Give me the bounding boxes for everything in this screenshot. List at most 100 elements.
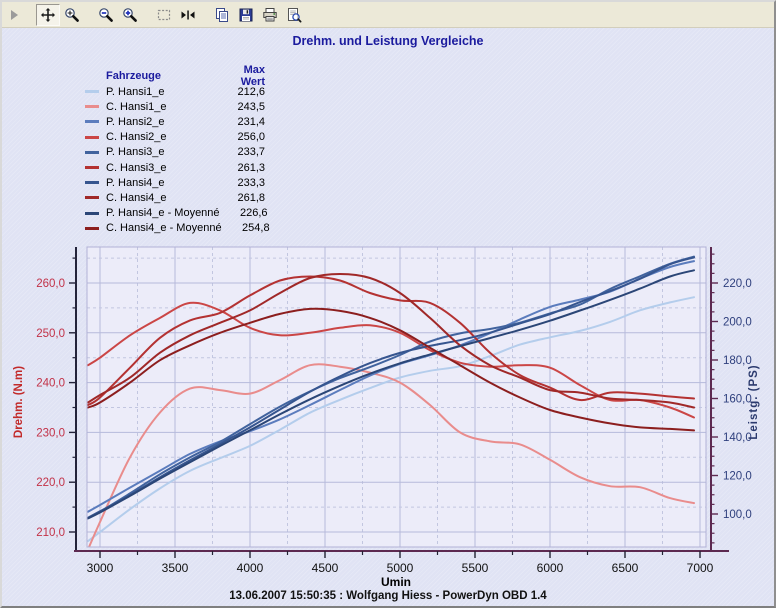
legend-swatch (85, 90, 99, 94)
legend-item-value: 226,6 (240, 207, 268, 220)
torque-tick-label: 250,0 (36, 328, 65, 340)
x-tick-label: 7000 (687, 561, 714, 575)
legend-header: Fahrzeuge Max Wert (85, 64, 265, 88)
x-tick-label: 3500 (162, 561, 189, 575)
toolbar (2, 2, 774, 28)
legend-item-label: C. Hansi2_e (106, 131, 167, 144)
legend-item: P. Hansi2_e 231,4 (85, 114, 265, 129)
save-icon (239, 8, 253, 21)
power-tick-label: 140,0 (723, 432, 752, 444)
torque-tick-label: 260,0 (36, 278, 65, 290)
print-preview-button[interactable] (282, 4, 306, 26)
collapse-horizontal-button[interactable] (176, 4, 200, 26)
curve-C. Hansi2_e (87, 301, 695, 419)
save-button[interactable] (234, 4, 258, 26)
move-icon (41, 7, 55, 22)
copy-button[interactable] (210, 4, 234, 26)
torque-axis-label: Drehm. (N.m) (13, 366, 25, 438)
gridlines (87, 247, 706, 547)
legend-item: P. Hansi4_e 233,3 (85, 175, 265, 190)
curves (87, 255, 695, 547)
legend-item: C. Hansi4_e - Moyenné 254,8 (85, 221, 270, 236)
pan-button[interactable] (36, 3, 60, 26)
legend-item-value: 233,3 (237, 176, 265, 189)
curve-P. Hansi4_e (87, 256, 695, 519)
zoom-out-icon (99, 7, 113, 22)
power-tick-label: 100,0 (723, 509, 752, 521)
legend-item-value: 212,6 (237, 85, 265, 98)
legend-item-value: 261,8 (237, 191, 265, 204)
x-axis-label: Umin (381, 575, 411, 589)
power-tick-label: 200,0 (723, 317, 752, 329)
power-tick-label: 220,0 (723, 278, 752, 290)
x-axis: 3000 3500 4000 4500 5000 5500 6000 6500 7000 (74, 550, 729, 575)
legend-item-value: 261,3 (237, 161, 265, 174)
print-button[interactable] (258, 4, 282, 26)
plot-frame (86, 246, 707, 548)
legend-item: P. Hansi3_e 233,7 (85, 145, 265, 160)
legend-item-value: 233,7 (237, 146, 265, 159)
torque-tick-label: 240,0 (36, 378, 65, 390)
print-preview-icon (288, 7, 302, 22)
legend-item-label: P. Hansi4_e (106, 176, 165, 189)
curve-P. Hansi3_e (87, 255, 695, 519)
x-tick-label: 6500 (612, 561, 639, 575)
overflow-arrow-icon[interactable] (6, 9, 22, 21)
x-tick-label: 5000 (387, 561, 414, 575)
print-icon (263, 7, 277, 21)
legend-item-label: C. Hansi4_e - Moyenné (106, 222, 222, 235)
legend-item-label: C. Hansi4_e (106, 191, 167, 204)
legend-item-value: 254,8 (242, 222, 270, 235)
legend-item-label: P. Hansi2_e (106, 115, 165, 128)
selection-rect-icon (157, 9, 171, 20)
x-tick-label: 5500 (462, 561, 489, 575)
legend-item-label: C. Hansi1_e (106, 100, 167, 113)
legend-swatch (85, 211, 99, 215)
legend-swatch (85, 166, 99, 170)
zoom-window-button[interactable] (60, 4, 84, 26)
select-region-button[interactable] (152, 4, 176, 26)
legend-item-value: 243,5 (237, 100, 265, 113)
legend: Fahrzeuge Max Wert P. Hansi1_e 212,6 C. Ha… (85, 64, 270, 236)
curve-C. Hansi3_e (87, 275, 695, 406)
legend-swatch (85, 196, 99, 200)
curve-C. Hansi4_e (87, 273, 695, 409)
legend-item-label: P. Hansi1_e (106, 85, 165, 98)
curve-P. Hansi4_e - Moyenné (87, 269, 695, 520)
legend-item: C. Hansi4_e 261,8 (85, 190, 265, 205)
curve-P. Hansi1_e (87, 296, 695, 543)
zoom-window-icon (65, 7, 79, 22)
legend-swatch (85, 226, 99, 230)
legend-rows: P. Hansi1_e 212,6 C. Hansi1_e 243,5 P. Hansi… (85, 84, 270, 236)
torque-tick-label: 230,0 (36, 427, 65, 439)
x-tick-label: 6000 (537, 561, 564, 575)
zoom-in-button[interactable] (118, 4, 142, 26)
power-tick-label: 160,0 (723, 394, 752, 406)
power-axis: 100,0 120,0 140,0 160,0 180,0 200,0 220,0 (710, 247, 752, 551)
legend-header-max: Max Wert (240, 64, 265, 88)
legend-swatch (85, 150, 99, 154)
x-tick-label: 3000 (87, 561, 114, 575)
legend-item-label: P. Hansi3_e (106, 146, 165, 159)
legend-header-vehicles: Fahrzeuge (106, 70, 162, 82)
zoom-in-icon (123, 7, 137, 22)
legend-swatch (85, 105, 99, 109)
legend-item-value: 231,4 (237, 115, 265, 128)
legend-item: C. Hansi3_e 261,3 (85, 160, 265, 175)
legend-swatch (85, 120, 99, 124)
legend-item: P. Hansi4_e - Moyenné 226,6 (85, 206, 268, 221)
legend-item-label: P. Hansi4_e - Moyenné (106, 207, 220, 220)
power-axis-label: Leistg. (PS) (748, 364, 760, 439)
zoom-out-button[interactable] (94, 4, 118, 26)
legend-item-label: C. Hansi3_e (106, 161, 167, 174)
torque-tick-label: 210,0 (36, 527, 65, 539)
power-tick-label: 120,0 (723, 471, 752, 483)
plot-area[interactable] (87, 247, 706, 547)
legend-swatch (85, 135, 99, 139)
copy-icon (216, 7, 228, 22)
curve-C. Hansi1_e (87, 363, 695, 547)
legend-item: P. Hansi1_e 212,6 (85, 84, 265, 99)
curve-P. Hansi2_e (87, 260, 695, 513)
status-caption: 13.06.2007 15:50:35 : Wolfgang Hiess - P… (229, 590, 547, 602)
